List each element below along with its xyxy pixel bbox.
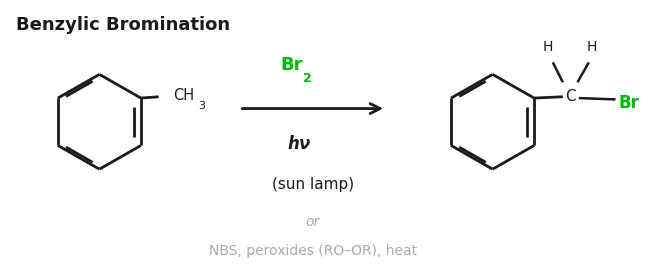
Text: H: H bbox=[542, 39, 552, 53]
Text: NBS, peroxides (RO–OR), heat: NBS, peroxides (RO–OR), heat bbox=[208, 244, 417, 258]
Text: Benzylic Bromination: Benzylic Bromination bbox=[16, 16, 230, 34]
Text: CH: CH bbox=[173, 88, 194, 103]
Text: C: C bbox=[566, 89, 576, 104]
Text: 3: 3 bbox=[198, 101, 205, 111]
Text: H: H bbox=[587, 39, 597, 53]
Text: 2: 2 bbox=[302, 72, 311, 85]
Text: hν: hν bbox=[288, 135, 311, 153]
Text: Br: Br bbox=[619, 94, 640, 112]
Text: (sun lamp): (sun lamp) bbox=[271, 177, 353, 192]
Text: Br: Br bbox=[280, 56, 302, 74]
Text: or: or bbox=[306, 215, 320, 229]
